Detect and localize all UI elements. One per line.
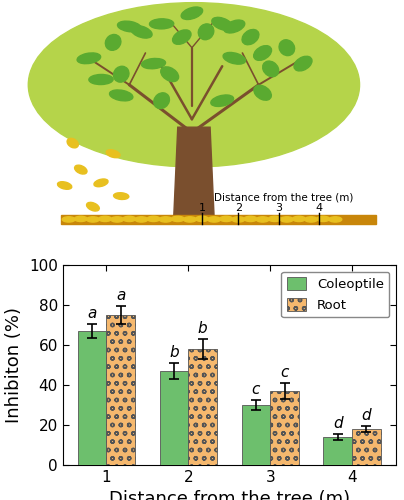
Bar — [160, 371, 188, 465]
Ellipse shape — [80, 51, 97, 66]
Text: c: c — [252, 382, 260, 397]
Ellipse shape — [278, 40, 296, 55]
Ellipse shape — [94, 179, 108, 186]
Ellipse shape — [196, 216, 208, 222]
Text: 3: 3 — [275, 203, 282, 213]
Text: d: d — [333, 416, 343, 431]
Ellipse shape — [144, 56, 163, 70]
Ellipse shape — [223, 21, 246, 32]
Y-axis label: Inhibiton (%): Inhibiton (%) — [5, 307, 23, 423]
Ellipse shape — [171, 216, 184, 222]
Text: 1: 1 — [198, 203, 206, 213]
Ellipse shape — [294, 56, 312, 71]
Text: c: c — [280, 365, 289, 380]
Ellipse shape — [159, 217, 172, 222]
Ellipse shape — [154, 16, 169, 32]
Text: 2: 2 — [235, 203, 242, 213]
Ellipse shape — [28, 2, 360, 167]
Ellipse shape — [222, 53, 246, 64]
Ellipse shape — [280, 217, 293, 222]
Ellipse shape — [220, 216, 233, 222]
Ellipse shape — [162, 66, 177, 82]
Ellipse shape — [256, 217, 269, 222]
Ellipse shape — [130, 26, 152, 38]
Ellipse shape — [268, 216, 281, 222]
Ellipse shape — [242, 30, 259, 45]
Ellipse shape — [88, 202, 98, 211]
Ellipse shape — [198, 24, 214, 40]
Ellipse shape — [67, 138, 79, 147]
Ellipse shape — [259, 64, 283, 74]
Ellipse shape — [99, 216, 112, 222]
Bar — [188, 349, 217, 465]
Text: a: a — [116, 288, 126, 303]
Text: b: b — [169, 345, 179, 360]
Ellipse shape — [135, 217, 148, 222]
Ellipse shape — [305, 217, 318, 222]
Bar — [78, 331, 106, 465]
Ellipse shape — [76, 164, 86, 174]
Bar — [270, 391, 299, 465]
Ellipse shape — [147, 216, 160, 222]
Bar — [324, 437, 352, 465]
Ellipse shape — [86, 217, 99, 222]
Text: 4: 4 — [316, 203, 323, 213]
Ellipse shape — [208, 217, 221, 222]
Ellipse shape — [111, 217, 124, 222]
Ellipse shape — [244, 216, 257, 222]
Text: b: b — [198, 321, 208, 336]
Ellipse shape — [212, 94, 233, 107]
Ellipse shape — [149, 96, 174, 106]
Ellipse shape — [123, 216, 136, 222]
Bar — [61, 216, 376, 224]
Ellipse shape — [292, 216, 305, 222]
Bar — [242, 405, 270, 465]
Bar — [106, 315, 135, 465]
Ellipse shape — [106, 150, 120, 158]
Ellipse shape — [116, 191, 126, 201]
Text: a: a — [87, 306, 97, 321]
X-axis label: Distance from the tree (m): Distance from the tree (m) — [109, 490, 350, 500]
Ellipse shape — [57, 182, 72, 190]
Polygon shape — [174, 127, 214, 218]
Ellipse shape — [329, 217, 342, 222]
Bar — [352, 429, 381, 465]
Legend: Coleoptile, Root: Coleoptile, Root — [282, 272, 389, 317]
Ellipse shape — [111, 88, 131, 102]
Ellipse shape — [74, 216, 87, 222]
Ellipse shape — [317, 216, 330, 222]
Ellipse shape — [183, 217, 196, 222]
Ellipse shape — [210, 18, 234, 29]
Ellipse shape — [251, 48, 274, 58]
Ellipse shape — [182, 6, 202, 20]
Ellipse shape — [89, 74, 113, 85]
Ellipse shape — [104, 35, 122, 50]
Ellipse shape — [111, 68, 131, 81]
Ellipse shape — [62, 217, 75, 222]
Text: d: d — [362, 408, 371, 423]
Text: Distance from the tree (m): Distance from the tree (m) — [214, 192, 354, 202]
Ellipse shape — [170, 32, 194, 42]
Ellipse shape — [120, 19, 138, 34]
Ellipse shape — [255, 85, 271, 100]
Ellipse shape — [232, 217, 245, 222]
